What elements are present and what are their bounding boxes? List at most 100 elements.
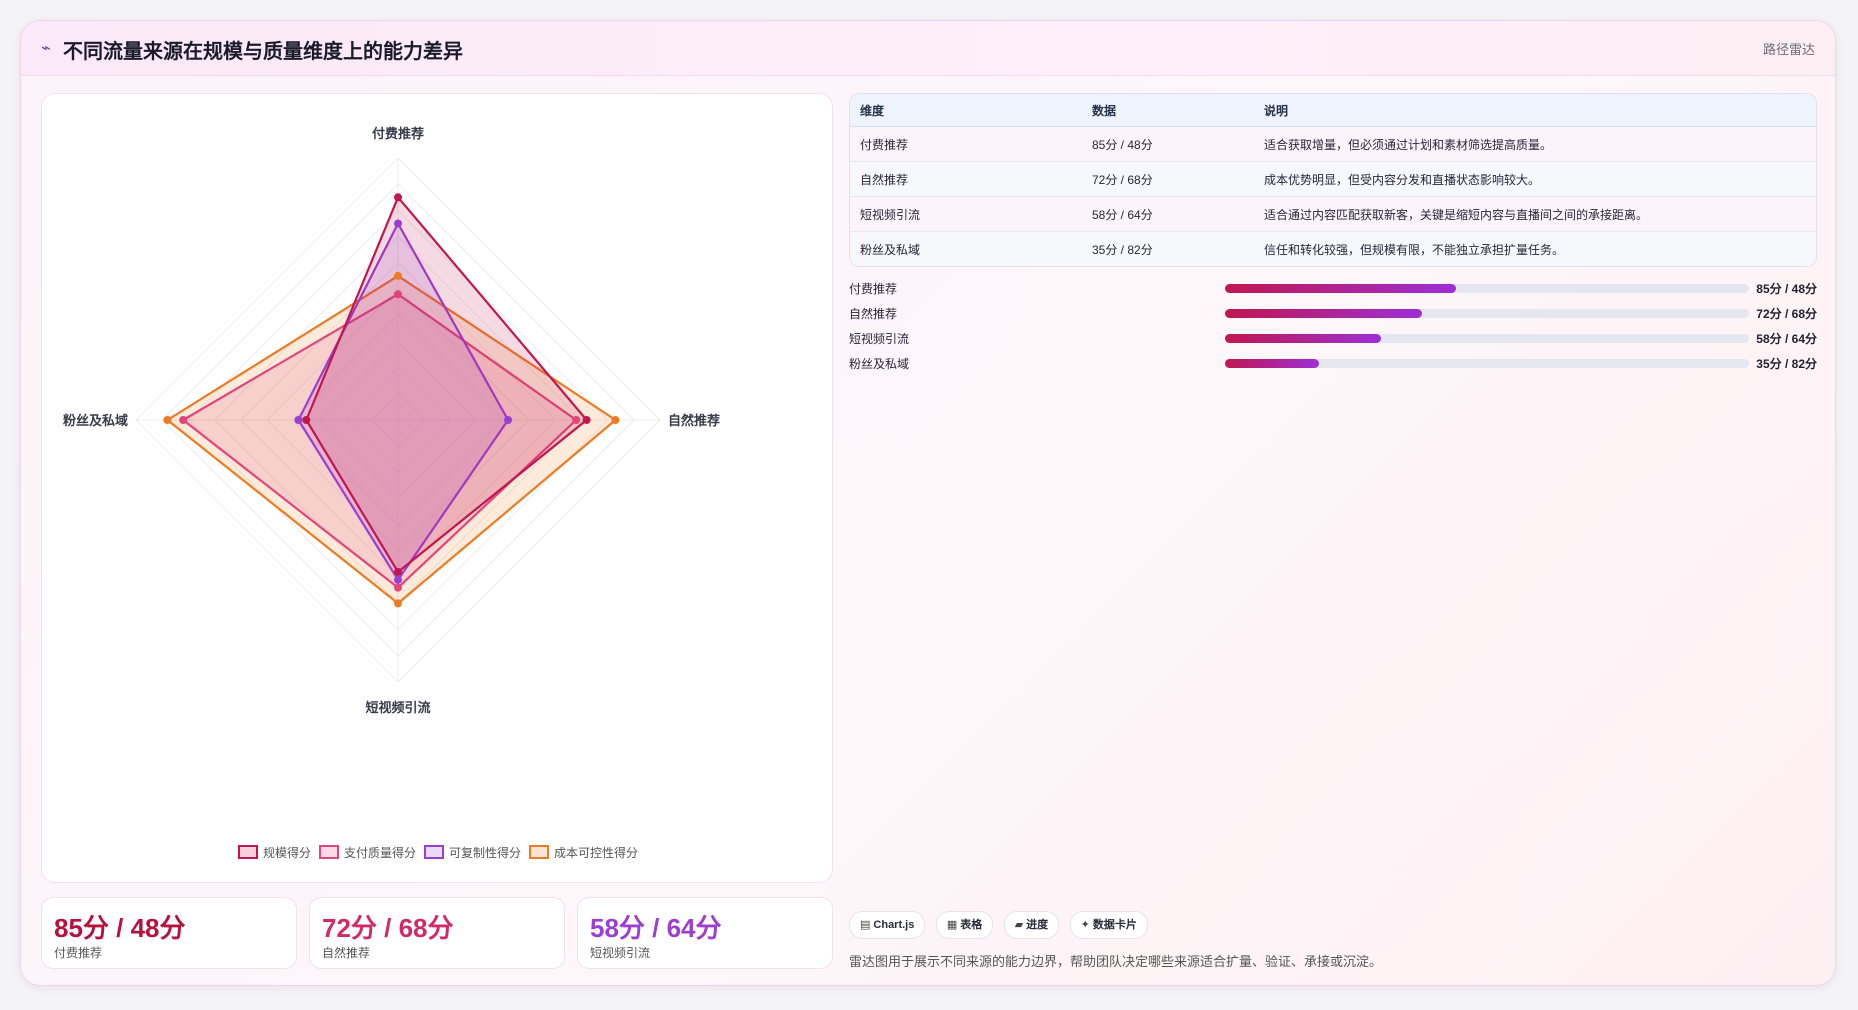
legend-swatch [318, 845, 339, 859]
table-row: 自然推荐 72分 / 68分 成本优势明显，但受内容分发和直播状态影响较大。 [850, 161, 1816, 197]
progress-label: 粉丝及私域 [849, 357, 910, 371]
chip-progress[interactable]: ▰ 进度 [1003, 911, 1060, 939]
progress-icon: ▰ [1014, 919, 1024, 931]
card-title: 不同流量来源在规模与质量维度上的能力差异 [63, 41, 463, 63]
chip-label: 进度 [1026, 919, 1049, 931]
legend-item[interactable]: 规模得分 [237, 844, 311, 861]
chip-label: 数据卡片 [1092, 919, 1137, 931]
column-header: 说明 [1254, 94, 1816, 127]
kpi-card: 85分 / 48分 付费推荐 [41, 897, 297, 969]
table-row: 粉丝及私域 35分 / 82分 信任和转化较强，但规模有限，不能独立承担扩量任务… [850, 231, 1816, 266]
chip-label: 表格 [960, 919, 983, 931]
chart-icon: ▤ [860, 919, 871, 931]
table-header-row: 维度 数据 说明 [850, 94, 1816, 127]
table-cell: 35分 / 82分 [1082, 231, 1254, 266]
kpi-card: 72分 / 68分 自然推荐 [309, 897, 565, 969]
data-point [394, 575, 402, 584]
progress-fill [1225, 309, 1423, 318]
radar-card: ⌁ 不同流量来源在规模与质量维度上的能力差异 路径雷达 付费推荐 自然推荐 短视频引… [20, 20, 1836, 986]
progress-track [1225, 334, 1749, 343]
data-point [504, 416, 513, 424]
kpi-label: 付费推荐 [54, 946, 103, 960]
progress-row: 粉丝及私域 35分 / 82分 [849, 352, 1817, 377]
data-point [572, 416, 581, 424]
progress-track [1225, 309, 1749, 318]
kpi-label: 短视频引流 [590, 946, 651, 960]
kpi-row: 85分 / 48分 付费推荐 72分 / 68分 自然推荐 58分 / 64分 … [41, 897, 853, 969]
data-point [394, 583, 402, 592]
table-cell: 自然推荐 [850, 161, 1082, 197]
kpi-label: 自然推荐 [322, 946, 371, 960]
table-cell: 72分 / 68分 [1082, 161, 1254, 197]
legend-item[interactable]: 成本可控性得分 [529, 844, 638, 861]
table-row: 短视频引流 58分 / 64分 适合通过内容匹配获取新客，关键是缩短内容与直播间… [850, 196, 1816, 232]
data-point [582, 416, 591, 424]
data-point [179, 416, 188, 424]
legend-label: 支付质量得分 [343, 846, 416, 860]
data-point [394, 219, 402, 228]
legend-label: 成本可控性得分 [554, 846, 639, 860]
data-point [394, 599, 402, 608]
progress-track [1225, 284, 1749, 293]
axis-label: 自然推荐 [668, 413, 720, 428]
legend-label: 规模得分 [262, 846, 311, 860]
progress-label: 自然推荐 [849, 307, 898, 321]
table-cell: 成本优势明显，但受内容分发和直播状态影响较大。 [1254, 161, 1816, 197]
kpi-value: 72分 / 68分 [322, 913, 454, 943]
card-icon: ✦ [1080, 919, 1090, 931]
table-icon: ▦ [946, 919, 958, 931]
radar-chart-panel: 付费推荐自然推荐短视频引流 粉丝及私域 规模得分 支付质量得分 可复制性得分 成本可控性… [41, 93, 833, 883]
progress-track [1225, 359, 1749, 368]
data-point [394, 567, 402, 576]
progress-row: 付费推荐 85分 / 48分 [849, 277, 1817, 302]
data-point [394, 193, 402, 202]
table-cell: 付费推荐 [850, 126, 1082, 162]
legend-item[interactable]: 可复制性得分 [424, 844, 521, 861]
column-header: 数据 [1082, 94, 1254, 127]
chart-type-tag: 路径雷达 [1762, 42, 1815, 57]
progress-row: 自然推荐 72分 / 68分 [849, 302, 1817, 327]
progress-label: 短视频引流 [849, 332, 910, 346]
progress-value: 35分 / 82分 [1756, 357, 1817, 371]
column-header: 维度 [850, 94, 1082, 127]
chip-data-card[interactable]: ✦ 数据卡片 [1069, 911, 1148, 939]
table-row: 付费推荐 85分 / 48分 适合获取增量，但必须通过计划和素材筛选提高质量。 [850, 126, 1816, 162]
axis-label: 短视频引流 [365, 700, 430, 715]
table-cell: 粉丝及私域 [850, 231, 1082, 266]
axis-label: 粉丝及私域 [63, 413, 128, 428]
sparkle-icon: ⌁ [41, 40, 51, 57]
progress-label: 付费推荐 [849, 282, 898, 296]
data-point [394, 271, 402, 280]
data-point [611, 416, 620, 424]
legend-swatch [237, 845, 258, 859]
legend-swatch [529, 845, 550, 859]
dimension-table: 维度 数据 说明 付费推荐 85分 / 48分 适合获取增量，但必须通过计划和素… [849, 93, 1817, 267]
legend-label: 可复制性得分 [449, 846, 522, 860]
kpi-card: 58分 / 64分 短视频引流 [577, 897, 833, 969]
data-point [163, 416, 172, 424]
table-cell: 85分 / 48分 [1082, 126, 1254, 162]
table-cell: 信任和转化较强，但规模有限，不能独立承担扩量任务。 [1254, 231, 1816, 266]
axis-label: 付费推荐 [372, 126, 424, 141]
chip-chartjs[interactable]: ▤ Chart.js [849, 911, 926, 939]
legend-item[interactable]: 支付质量得分 [318, 844, 416, 861]
kpi-value: 85分 / 48分 [54, 913, 186, 943]
progress-fill [1225, 284, 1456, 293]
data-point [302, 416, 311, 424]
tech-chips: ▤ Chart.js ▦ 表格 ▰ 进度 ✦ 数据卡片 [849, 911, 1154, 939]
chip-table[interactable]: ▦ 表格 [935, 911, 994, 939]
card-header: ⌁ 不同流量来源在规模与质量维度上的能力差异 路径雷达 [21, 21, 1835, 76]
progress-value: 58分 / 64分 [1756, 332, 1817, 346]
progress-fill [1225, 359, 1320, 368]
progress-row: 短视频引流 58分 / 64分 [849, 327, 1817, 352]
legend-swatch [424, 845, 444, 859]
data-point [394, 290, 402, 299]
chart-note: 雷达图用于展示不同来源的能力边界，帮助团队决定哪些来源适合扩量、验证、承接或沉淀… [849, 954, 1383, 969]
chip-label: Chart.js [873, 919, 915, 931]
progress-fill [1225, 334, 1381, 343]
table-cell: 短视频引流 [850, 196, 1082, 232]
table-cell: 58分 / 64分 [1082, 196, 1254, 232]
progress-value: 85分 / 48分 [1756, 282, 1817, 296]
data-point [294, 416, 303, 424]
progress-value: 72分 / 68分 [1756, 307, 1817, 321]
